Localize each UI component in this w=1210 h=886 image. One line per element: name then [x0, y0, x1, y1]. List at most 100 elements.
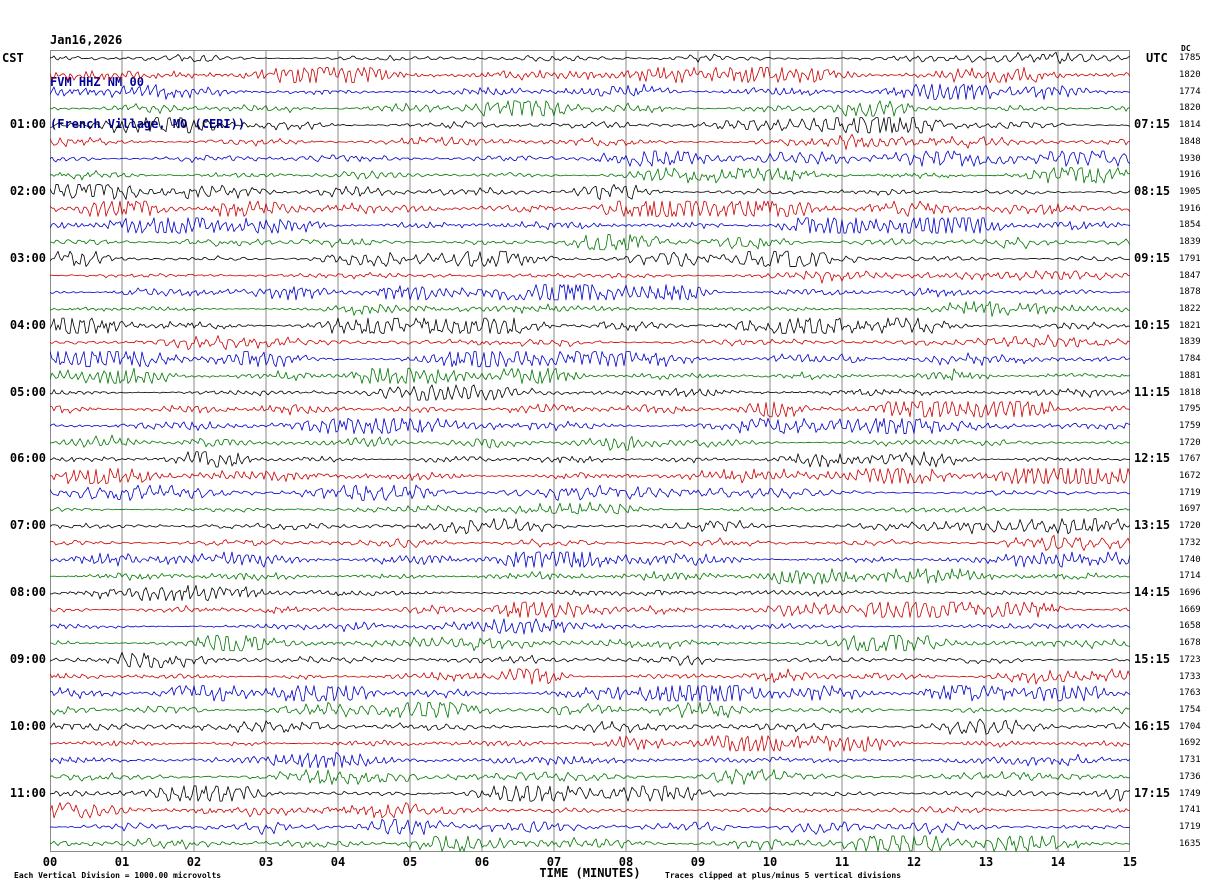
dc-value-row-16: 1821 [1179, 320, 1201, 331]
dc-value-row-4: 1814 [1179, 120, 1201, 131]
trace-row-32 [50, 585, 1130, 602]
utc-label-09-15: 09:15 [1134, 250, 1171, 265]
trace-row-43 [50, 768, 1130, 785]
utc-label-16-15: 16:15 [1134, 718, 1171, 733]
utc-label-13-15: 13:15 [1134, 518, 1171, 533]
trace-row-6 [50, 150, 1130, 167]
dc-value-row-39: 1754 [1179, 704, 1201, 715]
cst-label-03-00: 03:00 [9, 250, 46, 265]
trace-row-25 [50, 468, 1130, 485]
dc-value-row-25: 1672 [1179, 471, 1201, 482]
dc-value-row-30: 1740 [1179, 554, 1201, 565]
trace-row-19 [50, 367, 1130, 384]
left-axis-header-cst: CST [2, 51, 24, 65]
dc-value-row-41: 1692 [1179, 738, 1201, 749]
trace-row-12 [50, 250, 1130, 267]
dc-value-row-19: 1881 [1179, 370, 1201, 381]
trace-row-23 [50, 434, 1130, 451]
utc-label-12-15: 12:15 [1134, 451, 1171, 466]
dc-value-row-8: 1905 [1179, 187, 1201, 198]
dc-value-row-17: 1839 [1179, 337, 1201, 348]
dc-value-row-2: 1774 [1179, 86, 1201, 97]
trace-row-30 [50, 551, 1130, 568]
trace-row-4 [50, 117, 1130, 134]
utc-label-17-15: 17:15 [1134, 785, 1171, 800]
dc-value-row-18: 1784 [1179, 354, 1201, 365]
trace-row-31 [50, 568, 1130, 585]
dc-value-row-37: 1733 [1179, 671, 1201, 682]
seismogram-plot [50, 50, 1130, 852]
cst-label-01-00: 01:00 [9, 117, 46, 132]
dc-value-row-24: 1767 [1179, 454, 1201, 465]
cst-label-09-00: 09:00 [9, 651, 46, 666]
cst-label-02-00: 02:00 [9, 184, 46, 199]
dc-value-row-1: 1820 [1179, 70, 1201, 81]
dc-value-row-21: 1795 [1179, 404, 1201, 415]
dc-value-row-46: 1719 [1179, 821, 1201, 832]
trace-row-35 [50, 635, 1130, 652]
right-axis-header-utc: UTC [1146, 51, 1168, 65]
title-date: Jan16,2026 [50, 33, 123, 47]
trace-row-7 [50, 167, 1130, 184]
utc-label-14-15: 14:15 [1134, 585, 1171, 600]
dc-value-row-38: 1763 [1179, 688, 1201, 699]
dc-value-row-7: 1916 [1179, 170, 1201, 181]
trace-row-40 [50, 718, 1130, 735]
dc-value-row-33: 1669 [1179, 604, 1201, 615]
trace-row-20 [50, 384, 1130, 401]
trace-row-16 [50, 317, 1130, 334]
trace-row-13 [50, 270, 1130, 284]
utc-label-10-15: 10:15 [1134, 317, 1171, 332]
trace-row-22 [50, 417, 1130, 434]
trace-row-34 [50, 618, 1130, 635]
footer-clip-note: Traces clipped at plus/minus 5 vertical … [665, 871, 902, 880]
trace-row-14 [50, 284, 1130, 301]
dc-value-row-6: 1930 [1179, 153, 1201, 164]
dc-value-row-23: 1720 [1179, 437, 1201, 448]
cst-label-07-00: 07:00 [9, 518, 46, 533]
dc-value-row-40: 1704 [1179, 721, 1201, 732]
trace-row-3 [50, 100, 1130, 117]
cst-label-11-00: 11:00 [9, 785, 46, 800]
trace-row-29 [50, 534, 1130, 551]
dc-value-row-31: 1714 [1179, 571, 1201, 582]
trace-row-26 [50, 484, 1130, 501]
trace-row-39 [50, 701, 1130, 718]
dc-value-row-11: 1839 [1179, 237, 1201, 248]
trace-row-41 [50, 735, 1130, 752]
dc-value-row-5: 1848 [1179, 136, 1201, 147]
dc-value-row-44: 1749 [1179, 788, 1201, 799]
dc-value-row-29: 1732 [1179, 537, 1201, 548]
dc-value-row-45: 1741 [1179, 805, 1201, 816]
cst-label-06-00: 06:00 [9, 451, 46, 466]
trace-row-0 [50, 51, 1130, 65]
dc-value-row-35: 1678 [1179, 638, 1201, 649]
dc-value-row-22: 1759 [1179, 420, 1201, 431]
dc-value-row-27: 1697 [1179, 504, 1201, 515]
trace-row-27 [50, 501, 1130, 515]
trace-row-45 [50, 802, 1130, 819]
cst-label-05-00: 05:00 [9, 384, 46, 399]
utc-label-08-15: 08:15 [1134, 184, 1171, 199]
trace-row-47 [50, 835, 1130, 852]
dc-value-row-15: 1822 [1179, 303, 1201, 314]
dc-value-row-34: 1658 [1179, 621, 1201, 632]
trace-row-42 [50, 752, 1130, 769]
trace-row-24 [50, 451, 1130, 468]
trace-row-46 [50, 818, 1130, 835]
dc-value-row-12: 1791 [1179, 253, 1201, 264]
footer-scale-note: Each Vertical Division = 1000.00 microvo… [14, 871, 222, 880]
trace-row-18 [50, 351, 1130, 368]
dc-column-header: DC [1181, 44, 1191, 53]
cst-label-08-00: 08:00 [9, 585, 46, 600]
dc-value-row-36: 1723 [1179, 654, 1201, 665]
dc-value-row-0: 1785 [1179, 53, 1201, 64]
dc-value-row-13: 1847 [1179, 270, 1201, 281]
trace-row-1 [50, 67, 1130, 84]
trace-row-5 [50, 133, 1130, 150]
dc-value-row-3: 1820 [1179, 103, 1201, 114]
dc-value-row-28: 1720 [1179, 521, 1201, 532]
trace-row-28 [50, 518, 1130, 535]
dc-value-row-26: 1719 [1179, 487, 1201, 498]
